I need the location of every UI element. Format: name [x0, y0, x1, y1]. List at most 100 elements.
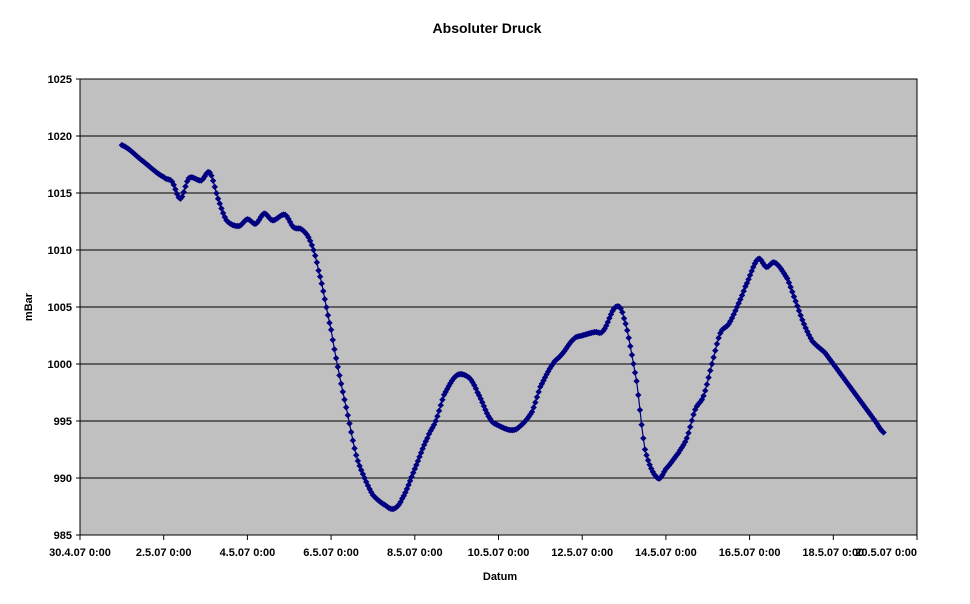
data-point — [208, 172, 215, 179]
data-point — [707, 367, 714, 374]
data-point — [850, 388, 857, 395]
data-point — [633, 377, 640, 385]
data-point — [799, 316, 806, 324]
data-point — [332, 355, 340, 362]
data-point — [705, 374, 712, 381]
data-point — [846, 383, 854, 390]
data-point — [742, 283, 749, 290]
data-point — [240, 218, 248, 225]
data-point — [805, 331, 813, 339]
x-tick-label: 10.5.07 0:00 — [468, 547, 530, 559]
data-point — [866, 410, 874, 418]
y-tick-label: 1005 — [48, 302, 72, 314]
data-point — [635, 391, 642, 399]
data-point — [865, 408, 872, 416]
data-point — [530, 404, 537, 411]
data-point — [180, 188, 187, 196]
data-point — [855, 395, 862, 402]
data-point — [324, 312, 332, 319]
data-point — [341, 396, 348, 403]
data-point — [167, 176, 174, 184]
data-point — [759, 259, 767, 267]
data-point — [737, 296, 744, 303]
data-point — [680, 441, 687, 449]
data-point — [432, 417, 439, 425]
data-point — [182, 183, 189, 190]
data-point — [836, 369, 844, 377]
data-point — [807, 335, 814, 342]
data-point — [870, 415, 877, 422]
data-point — [661, 468, 668, 475]
series-absolute-pressure — [118, 141, 887, 513]
data-point — [858, 399, 865, 406]
data-point — [334, 363, 341, 371]
data-point — [320, 287, 327, 295]
data-point — [878, 427, 886, 435]
data-point — [209, 177, 217, 184]
data-point — [326, 319, 333, 327]
data-point — [686, 423, 694, 431]
data-point — [353, 452, 360, 459]
data-point — [308, 241, 316, 249]
data-point — [703, 381, 711, 388]
x-tick-label: 18.5.07 0:00 — [802, 547, 864, 559]
data-point — [434, 413, 441, 420]
data-point — [713, 340, 721, 348]
data-point — [787, 283, 794, 291]
data-point — [802, 324, 809, 332]
data-point — [751, 260, 759, 267]
data-point — [685, 429, 692, 437]
data-point — [615, 303, 623, 310]
data-point — [625, 334, 632, 342]
y-axis-ticks: 985 990 995 1000 1005 1010 1015 1020 1025 — [48, 74, 80, 542]
data-point — [551, 358, 558, 365]
data-point — [318, 280, 325, 287]
data-point — [678, 444, 686, 451]
data-point — [619, 309, 626, 316]
data-point — [344, 412, 352, 419]
x-tick-label: 30.4.07 0:00 — [49, 547, 111, 559]
data-point — [725, 320, 732, 328]
data-point — [620, 315, 628, 322]
data-point — [525, 413, 533, 420]
data-point — [690, 411, 697, 418]
data-point — [548, 362, 555, 370]
data-point — [780, 270, 788, 277]
data-point — [323, 304, 330, 311]
data-point — [675, 449, 682, 457]
data-point — [342, 404, 350, 411]
data-point — [723, 322, 731, 330]
data-point — [833, 365, 840, 372]
data-point — [648, 465, 655, 472]
data-point — [643, 452, 650, 459]
data-point — [347, 428, 355, 436]
data-point — [336, 372, 343, 379]
data-point — [315, 267, 322, 274]
data-point — [641, 446, 649, 453]
x-tick-label: 2.5.07 0:00 — [136, 547, 192, 559]
data-point — [537, 383, 544, 390]
data-point — [603, 322, 610, 329]
y-axis-label: mBar — [23, 292, 35, 321]
data-point — [861, 404, 869, 411]
data-point — [628, 351, 636, 359]
data-point — [349, 437, 357, 444]
data-point — [841, 376, 849, 384]
data-point — [311, 252, 319, 259]
data-point — [538, 380, 546, 387]
data-point — [514, 425, 521, 432]
data-point — [631, 369, 639, 376]
gridlines — [80, 78, 917, 479]
data-point — [732, 307, 739, 314]
data-point — [717, 330, 724, 337]
data-point — [327, 326, 335, 333]
y-tick-label: 990 — [54, 473, 72, 485]
data-point — [439, 396, 446, 403]
x-tick-label: 20.5.07 0:00 — [855, 547, 917, 559]
data-point — [688, 417, 696, 424]
data-point — [782, 272, 789, 280]
data-point — [329, 336, 336, 344]
data-point — [875, 422, 882, 430]
data-point — [646, 461, 653, 468]
